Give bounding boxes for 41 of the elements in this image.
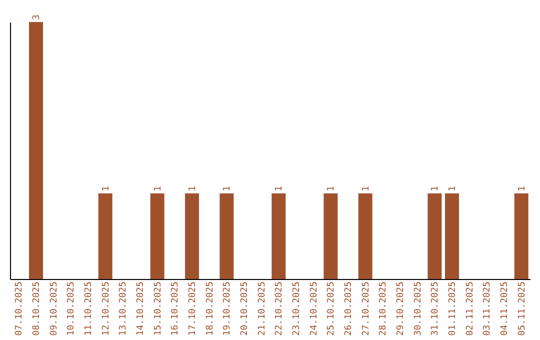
data-label: 1 [517, 186, 528, 192]
x-tick-label: 24.10.2025 [309, 282, 320, 336]
x-tick-label: 16.10.2025 [170, 282, 181, 336]
x-tick-label: 12.10.2025 [101, 282, 112, 336]
x-tick-label: 23.10.2025 [292, 282, 302, 336]
x-tick-label: 31.10.2025 [430, 282, 441, 336]
x-tick-label: 14.10.2025 [136, 282, 146, 336]
data-label: 1 [188, 186, 198, 192]
data-label: 1 [326, 186, 337, 192]
x-tick-label: 26.10.2025 [344, 282, 354, 336]
x-tick-label: 25.10.2025 [326, 282, 337, 336]
data-label: 1 [153, 186, 164, 192]
data-label: 1 [361, 186, 372, 192]
x-tick-label: 03.11.2025 [482, 282, 493, 336]
x-tick-label: 01.11.2025 [448, 282, 458, 336]
x-tick-label: 04.11.2025 [500, 282, 510, 336]
x-tick-label: 21.10.2025 [257, 282, 268, 336]
x-tick-label: 28.10.2025 [378, 282, 389, 336]
x-tick-label: 11.10.2025 [84, 282, 94, 336]
x-tick-label: 18.10.2025 [205, 282, 216, 336]
data-label: 1 [430, 186, 441, 192]
x-tick-label: 02.11.2025 [465, 282, 476, 336]
x-tick-label: 20.10.2025 [240, 282, 250, 336]
x-tick-label: 22.10.2025 [274, 282, 285, 336]
x-tick-label: 19.10.2025 [222, 282, 233, 336]
x-tick-label: 30.10.2025 [413, 282, 424, 336]
data-label: 1 [448, 186, 458, 192]
x-tick-label: 27.10.2025 [361, 282, 372, 336]
x-tick-label: 05.11.2025 [517, 282, 528, 336]
data-label: 3 [32, 14, 42, 20]
x-tick-label: 08.10.2025 [32, 282, 42, 336]
x-tick-label: 07.10.2025 [14, 282, 25, 336]
data-label: 1 [222, 186, 233, 192]
x-tick-label: 09.10.2025 [49, 282, 60, 336]
x-tick-label: 29.10.2025 [396, 282, 406, 336]
data-label: 1 [101, 186, 112, 192]
x-tick-label: 15.10.2025 [153, 282, 164, 336]
x-tick-label: 17.10.2025 [188, 282, 198, 336]
data-label: 1 [274, 186, 285, 192]
x-tick-label: 13.10.2025 [118, 282, 129, 336]
x-tick-label: 10.10.2025 [66, 282, 77, 336]
